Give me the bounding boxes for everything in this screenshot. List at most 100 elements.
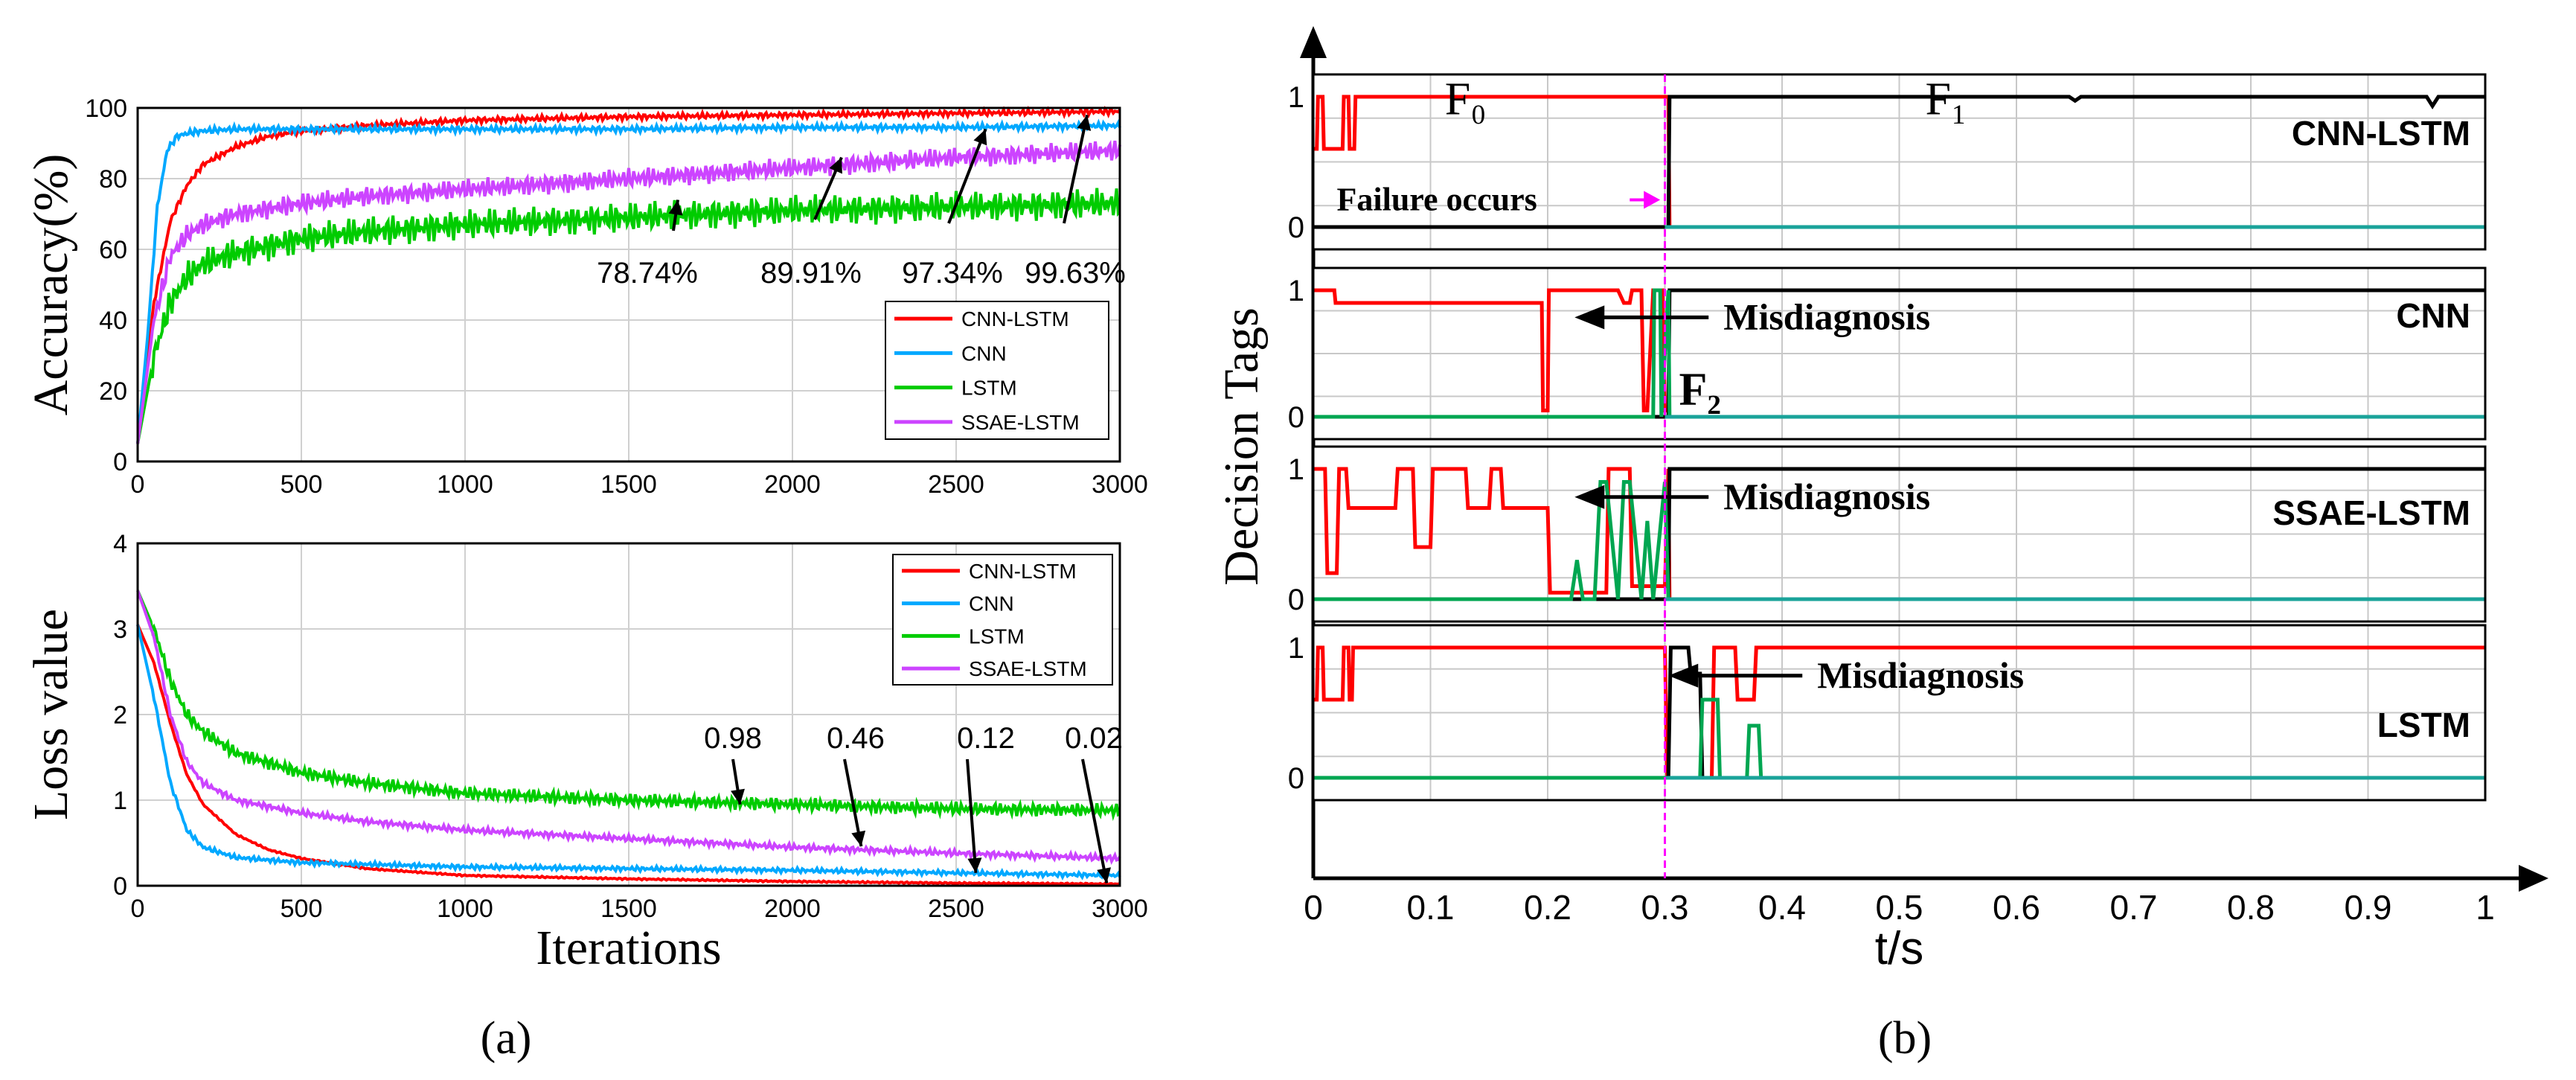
x-tick-label: 0.9	[2345, 888, 2392, 927]
y-axis-label: Decision Tags	[1214, 307, 1269, 586]
panel-a-label: (a)	[481, 1013, 532, 1064]
x-tick-label: 0.5	[1876, 888, 1923, 927]
x-tick-label: 1	[2476, 888, 2495, 927]
y-axis-arrowhead	[1300, 26, 1327, 58]
series-line-f0	[1313, 645, 2485, 780]
annotation-arrow	[947, 128, 987, 224]
y-tick-label: 0	[113, 872, 127, 901]
series-line-lstm	[136, 589, 1121, 822]
subplot-name: CNN	[2396, 296, 2470, 335]
y-tick-label: 0	[1288, 762, 1304, 795]
annotation-arrowhead	[1097, 867, 1112, 884]
annotation-arrow	[1081, 758, 1109, 884]
legend-entry: SSAE-LSTM	[961, 411, 1080, 434]
y-tick-label: 1	[1288, 453, 1304, 486]
annotation-arrowhead	[1574, 485, 1605, 509]
series-line-lstm	[136, 188, 1121, 444]
series-line-cnn_lstm	[136, 105, 1121, 444]
accuracy-chart: 0 500 1000 1500 2000 2500 3000 0 20 40 60 80 100 Accu…	[24, 95, 1148, 499]
legend-entry: CNN	[961, 342, 1007, 365]
plot-frame	[136, 106, 1121, 463]
legend-entry: CNN-LSTM	[969, 560, 1077, 583]
annotation-arrowhead	[1668, 663, 1699, 688]
y-tick-label: 0	[1288, 584, 1304, 616]
annotation-arrowhead	[851, 830, 866, 847]
x-tick-label: 0.8	[2227, 888, 2275, 927]
x-tick-label: 1000	[437, 895, 493, 923]
plot-frame	[1312, 624, 2487, 802]
annotation-arrowhead	[668, 199, 683, 216]
loss-chart: 0 500 1000 1500 2000 2500 3000 0 1 2 3 4 Loss value I…	[24, 530, 1148, 975]
x-tick-label: 1500	[600, 470, 657, 499]
series-line-ssae_lstm	[136, 139, 1121, 444]
annotation-arrowhead	[973, 129, 987, 146]
x-tick-label: 2000	[764, 470, 821, 499]
x-tick-label: 0.6	[1993, 888, 2040, 927]
annotation-arrow	[966, 758, 978, 873]
series-line-cnn_lstm	[136, 624, 1121, 887]
x-tick-label: 0	[131, 895, 145, 923]
y-tick-label: 0	[1288, 401, 1304, 434]
x-tick-label: 0.1	[1407, 888, 1455, 927]
y-tick-label: 0	[113, 448, 127, 476]
x-tick-label: 500	[281, 470, 323, 499]
panel-b-label: (b)	[1878, 1013, 1932, 1064]
series-line-cnn	[136, 118, 1121, 444]
x-tick-label: 1000	[437, 470, 493, 499]
y-tick-label: 20	[99, 377, 127, 406]
legend-entry: CNN-LSTM	[961, 307, 1069, 330]
plot-frame	[1312, 73, 2487, 251]
plot-frame	[136, 542, 1121, 887]
annotation-label: 0.02	[1065, 722, 1123, 755]
annotation-arrowhead	[967, 857, 982, 873]
x-tick-label: 0	[131, 470, 145, 499]
annotation-arrowhead	[1077, 115, 1092, 131]
x-tick-label: 1500	[600, 895, 657, 923]
annotation-label: 0.12	[957, 722, 1015, 755]
annotation-arrowhead	[1574, 305, 1605, 330]
annotation-arrow	[843, 758, 863, 847]
y-tick-label: 4	[113, 530, 127, 558]
series-line-f1	[1313, 95, 2485, 229]
x-tick-label: 3000	[1092, 470, 1148, 499]
y-tick-label: 40	[99, 307, 127, 335]
annotation-label: 89.91%	[760, 257, 862, 290]
y-tick-label: 0	[1288, 211, 1304, 244]
series-line-cnn	[136, 624, 1121, 881]
plot-frame	[1312, 445, 2487, 623]
x-axis-label: Iterations	[536, 921, 721, 975]
annotation-label: 78.74%	[597, 257, 698, 290]
misdiagnosis-label: Misdiagnosis	[1723, 476, 1930, 517]
y-tick-label: 1	[1288, 81, 1304, 114]
x-axis-arrowhead	[2519, 865, 2548, 892]
subplot-name: SSAE-LSTM	[2272, 493, 2470, 532]
x-tick-label: 2500	[928, 895, 984, 923]
annotation-label: 99.63%	[1025, 257, 1126, 290]
subplot-name: LSTM	[2377, 706, 2470, 744]
annotation-label: 0.46	[827, 722, 885, 755]
misdiagnosis-label: Misdiagnosis	[1817, 654, 2024, 696]
x-axis-label: t/s	[1875, 923, 1923, 974]
class-label-f2: F₂	[1679, 365, 1721, 415]
y-tick-label: 1	[1288, 632, 1304, 665]
x-tick-label: 0	[1304, 888, 1323, 927]
y-tick-label: 2	[113, 701, 127, 729]
series-line-ssae_lstm	[136, 589, 1121, 866]
plot-frame	[1312, 266, 2487, 441]
x-tick-label: 0.7	[2110, 888, 2158, 927]
x-tick-label: 2000	[764, 895, 821, 923]
y-tick-label: 60	[99, 236, 127, 264]
annotation-label: 97.34%	[902, 257, 1003, 290]
subplot-ssae-lstm: 0 1 SSAE-LSTM Misdiagnosis	[1288, 445, 2487, 623]
x-tick-label: 0.2	[1524, 888, 1571, 927]
y-axis-label: Loss value	[24, 609, 78, 820]
class-label-f0: F₀	[1445, 74, 1487, 124]
legend-entry: LSTM	[961, 377, 1017, 400]
x-tick-label: 0.4	[1758, 888, 1806, 927]
y-tick-label: 1	[113, 787, 127, 815]
subplot-cnn-lstm: 0 1 CNN-LSTM F₀ F₁ Failure occurs	[1288, 73, 2487, 251]
annotation-arrowhead	[829, 157, 842, 174]
y-tick-label: 1	[1288, 275, 1304, 307]
